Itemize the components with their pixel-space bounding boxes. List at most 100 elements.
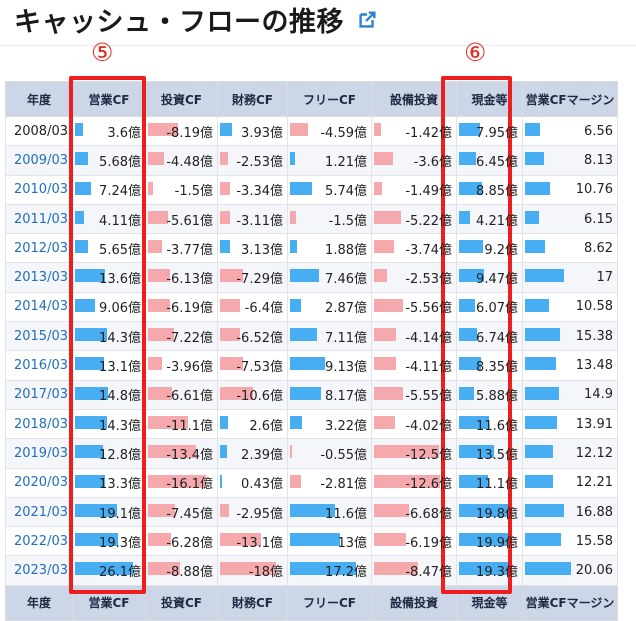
capex-bar [374, 415, 395, 429]
free-cf-bar [290, 415, 302, 429]
operating-cf-cell: 13.6億 [72, 262, 146, 293]
year-link[interactable]: 2019/03 [13, 445, 68, 461]
investing-cf-value: -16.1億 [166, 477, 213, 493]
page-title: キャッシュ・フローの推移 [14, 0, 378, 39]
investing-cf-bar [148, 181, 153, 195]
year-link[interactable]: 2015/03 [13, 328, 68, 344]
cash-cell: 11.1億 [456, 467, 523, 498]
financing-cf-value: -3.11億 [236, 213, 283, 229]
year-link[interactable]: 2011/03 [13, 211, 68, 227]
operating-cf-value: 19.1億 [99, 506, 141, 522]
footer-header-cash: 現金等 [456, 584, 523, 621]
year-link[interactable]: 2023/03 [13, 563, 68, 579]
operating-cf-margin-cell: 13.91 [522, 408, 618, 440]
free-cf-cell: 9.13億 [287, 350, 372, 381]
financing-cf-bar [220, 357, 243, 371]
cash-value: 19.8億 [476, 506, 518, 522]
free-cf-value: 1.21億 [325, 154, 367, 170]
cash-value: 11.1億 [476, 477, 518, 493]
year-link[interactable]: 2016/03 [13, 358, 68, 374]
year-link[interactable]: 2020/03 [13, 475, 68, 491]
year-link[interactable]: 2022/03 [13, 533, 68, 549]
investing-cf-value: -13.4億 [166, 447, 213, 463]
operating-cf-cell: 13.1億 [72, 350, 146, 381]
title-divider [0, 45, 636, 46]
footer-header-operating-cf: 営業CF [72, 584, 146, 621]
free-cf-cell: -0.55億 [287, 438, 372, 469]
capex-cell: -4.14億 [371, 321, 457, 352]
footer-header-operating-cf-margin: 営業CFマージン [522, 584, 618, 621]
financing-cf-cell: -7.53億 [217, 350, 288, 381]
operating-cf-bar [75, 240, 88, 254]
year-link[interactable]: 2014/03 [13, 299, 68, 315]
year-cell: 2010/03 [5, 174, 73, 205]
investing-cf-value: -6.61億 [166, 389, 213, 405]
capex-cell: -1.49億 [371, 174, 457, 205]
operating-cf-margin-cell: 8.13 [522, 145, 618, 176]
year-link[interactable]: 2017/03 [13, 387, 68, 403]
operating-cf-value: 7.24億 [99, 184, 141, 200]
free-cf-cell: -2.81億 [287, 467, 372, 498]
cash-cell: 11.6億 [456, 408, 523, 440]
operating-cf-margin-bar [525, 386, 559, 400]
year-cell: 2018/03 [5, 408, 73, 440]
capex-bar [374, 445, 439, 459]
operating-cf-value: 12.8億 [99, 447, 141, 463]
capex-value: -4.14億 [405, 330, 452, 346]
cash-cell: 9.47億 [456, 262, 523, 293]
cash-value: 9.47億 [476, 272, 518, 288]
operating-cf-margin-value: 12.21 [575, 475, 613, 491]
cash-value: 13.5億 [476, 447, 518, 463]
col-header-free-cf: フリーCF [287, 81, 372, 117]
year-link[interactable]: 2010/03 [13, 182, 68, 198]
financing-cf-bar [220, 533, 261, 547]
year-link[interactable]: 2009/03 [13, 152, 68, 168]
investing-cf-bar [148, 123, 178, 136]
col-header-capex: 設備投資 [371, 81, 457, 117]
financing-cf-value: 3.13億 [241, 242, 283, 258]
operating-cf-cell: 26.1億 [72, 555, 146, 586]
operating-cf-margin-value: 16.88 [575, 504, 613, 520]
year-link[interactable]: 2021/03 [13, 504, 68, 520]
free-cf-cell: 8.17億 [287, 379, 372, 410]
investing-cf-bar [148, 415, 188, 429]
financing-cf-cell: 2.39億 [217, 438, 288, 469]
investing-cf-cell: -6.13億 [145, 262, 218, 293]
financing-cf-bar [220, 474, 222, 488]
financing-cf-bar [220, 562, 276, 576]
investing-cf-bar [148, 503, 175, 517]
cash-bar [459, 152, 476, 166]
operating-cf-value: 13.1億 [99, 360, 141, 376]
investing-cf-value: -4.48億 [166, 154, 213, 170]
cashflow-table: 年度 営業CF 投資CF 財務CF フリーCF 設備投資 現金等 営業CFマージ… [5, 81, 618, 621]
operating-cf-cell: 5.65億 [72, 233, 146, 264]
financing-cf-bar [220, 298, 240, 312]
investing-cf-bar [148, 474, 206, 488]
year-link[interactable]: 2012/03 [13, 240, 68, 256]
financing-cf-bar [220, 269, 243, 283]
operating-cf-margin-cell: 15.58 [522, 526, 618, 557]
table-row: 2011/03 4.11億 -5.61億 -3.11億 -1.5億 -5.22億 4.21億… [5, 203, 618, 235]
financing-cf-bar [220, 123, 232, 136]
investing-cf-value: -7.22億 [166, 330, 213, 346]
year-link[interactable]: 2018/03 [13, 416, 68, 432]
capex-bar [374, 386, 403, 400]
operating-cf-bar [75, 357, 104, 371]
free-cf-cell: 7.11億 [287, 321, 372, 352]
operating-cf-margin-bar [525, 328, 560, 342]
cash-bar [459, 328, 477, 342]
year-cell: 2021/03 [5, 496, 73, 528]
operating-cf-bar [75, 152, 88, 166]
operating-cf-bar [75, 533, 118, 547]
year-link[interactable]: 2013/03 [13, 270, 68, 286]
operating-cf-margin-value: 14.9 [584, 387, 613, 403]
cash-value: 4.21億 [476, 213, 518, 229]
operating-cf-margin-bar [525, 562, 571, 576]
cash-cell: 6.74億 [456, 321, 523, 352]
investing-cf-cell: -8.19億 [145, 115, 218, 147]
capex-bar [374, 474, 440, 488]
operating-cf-bar [75, 298, 95, 312]
external-link-icon[interactable] [356, 9, 378, 31]
table-row: 2023/03 26.1億 -8.88億 -18億 17.2億 -8.47億 19.3億 20… [5, 555, 618, 586]
investing-cf-bar [148, 152, 164, 166]
